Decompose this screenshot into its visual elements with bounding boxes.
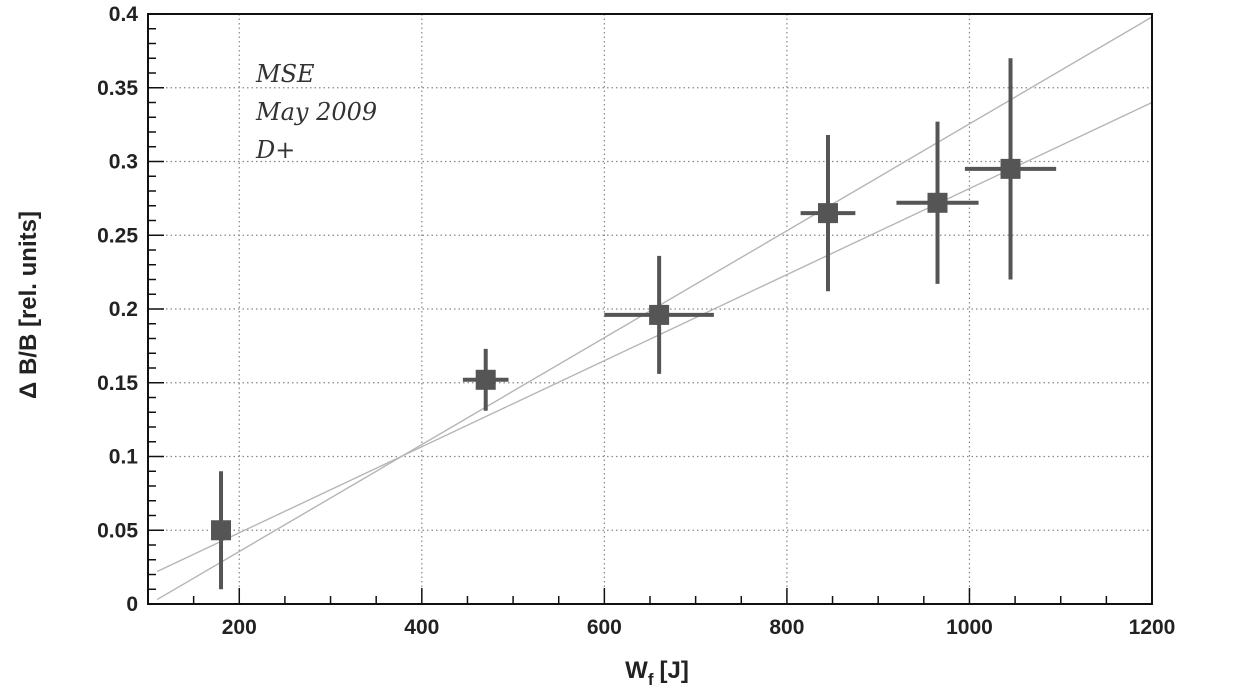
point-marker	[211, 520, 232, 541]
x-tick-label: 600	[587, 616, 622, 639]
x-tick-label: 800	[769, 616, 804, 639]
point-marker	[475, 369, 496, 390]
tick-labels: 0 0.05 0.1 0.15 0.2 0.25 0.3 0.35 0.4 200 400 600 80…	[97, 3, 1175, 639]
y-tick-label: 0.25	[97, 224, 138, 247]
annotation-line-2: May 2009	[255, 98, 377, 126]
y-tick-label: 0.4	[109, 3, 139, 26]
point-marker	[927, 192, 948, 213]
data-point	[800, 134, 856, 292]
data-point	[964, 58, 1057, 280]
y-tick-label: 0.35	[97, 77, 138, 100]
data-point	[896, 121, 979, 284]
y-tick-label: 0.1	[109, 446, 139, 469]
x-axis-title-subscript: f	[648, 670, 654, 689]
y-tick-label: 0.15	[97, 372, 138, 395]
y-tick-label: 0.05	[97, 519, 138, 542]
point-marker	[817, 203, 838, 224]
y-tick-label: 0.2	[109, 298, 138, 321]
y-tick-label: 0	[126, 593, 138, 616]
y-axis-title: Δ B/B [rel. units]	[15, 211, 42, 399]
fit-line	[156, 101, 1153, 573]
x-tick-label: 1200	[1129, 616, 1176, 639]
y-tick-label: 0.3	[109, 151, 138, 174]
data-point	[462, 348, 509, 411]
point-marker	[649, 304, 670, 325]
axis-ticks	[147, 13, 1153, 605]
annotation-line-1: MSE	[255, 60, 315, 88]
point-marker	[1000, 158, 1021, 179]
data-point	[604, 255, 714, 374]
grid	[148, 14, 1152, 604]
x-axis-title-main: W	[625, 657, 648, 684]
x-axis-title: Wf [J]	[625, 657, 689, 689]
x-tick-label: 200	[222, 616, 257, 639]
data-point	[211, 471, 232, 590]
x-tick-label: 1000	[946, 616, 993, 639]
x-axis-title-unit: [J]	[659, 657, 688, 684]
x-tick-label: 400	[404, 616, 439, 639]
annotation-line-3: D+	[255, 136, 295, 164]
handwritten-annotation: MSE May 2009 D+	[255, 60, 377, 164]
data-points	[211, 58, 1057, 590]
